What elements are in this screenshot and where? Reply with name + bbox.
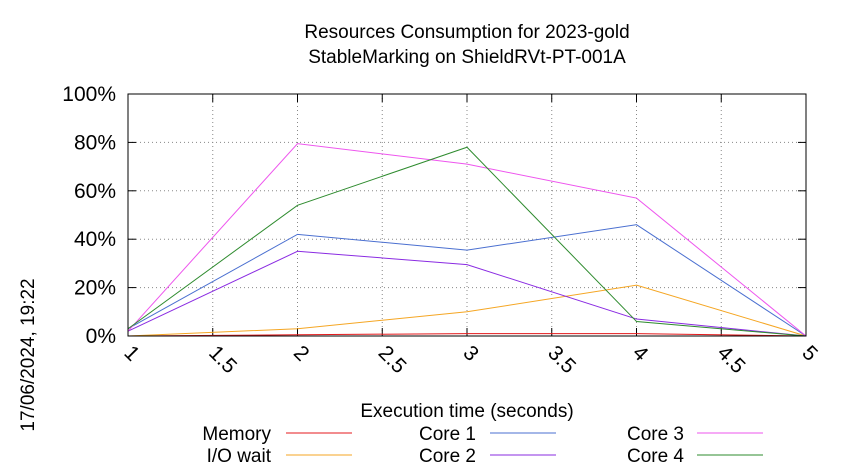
x-tick-label: 4 [628, 341, 653, 366]
series-line-memory [127, 333, 807, 337]
x-tick-label: 5 [797, 341, 822, 366]
series-line-core-2 [127, 250, 807, 337]
chart-title-line-1: Resources Consumption for 2023-gold [304, 22, 629, 43]
y-tick-label: 20% [74, 277, 116, 300]
timestamp-label: 17/06/2024, 19:22 [18, 278, 39, 431]
series-lines [127, 143, 807, 337]
x-tick-label: 2 [289, 341, 314, 366]
series-line-core-3 [127, 143, 807, 337]
x-axis-label: Execution time (seconds) [360, 401, 573, 422]
x-tick-label: 3 [458, 341, 483, 366]
x-tick-label: 2.5 [374, 341, 411, 378]
y-tick-label: 100% [62, 83, 116, 106]
legend-label-core-3: Core 3 [627, 424, 684, 445]
plot-border [127, 93, 807, 337]
x-tick-label: 1.5 [204, 341, 241, 378]
legend-label-core-4: Core 4 [627, 446, 684, 467]
legend-label-memory: Memory [202, 424, 271, 445]
chart-title-line-2: StableMarking on ShieldRVt-PT-001A [308, 47, 626, 68]
x-tick-label: 3.5 [543, 341, 580, 378]
legend-label-core-1: Core 1 [419, 424, 476, 445]
legend-label-core-2: Core 2 [419, 446, 476, 467]
y-tick-label: 60% [74, 180, 116, 203]
series-line-core-1 [127, 224, 807, 337]
series-line-i-o-wait [127, 284, 807, 337]
x-tick-label: 4.5 [713, 341, 750, 378]
y-tick-label: 80% [74, 131, 116, 154]
y-axis-ticks: 0% 20% 40% 60% 80% 100% [62, 83, 806, 348]
x-tick-label: 1 [119, 341, 144, 366]
series-line-core-4 [127, 146, 807, 337]
grid-lines [128, 94, 806, 336]
y-tick-label: 0% [86, 325, 116, 348]
y-tick-label: 40% [74, 228, 116, 251]
legend-label-i-o-wait: I/O wait [207, 446, 272, 467]
